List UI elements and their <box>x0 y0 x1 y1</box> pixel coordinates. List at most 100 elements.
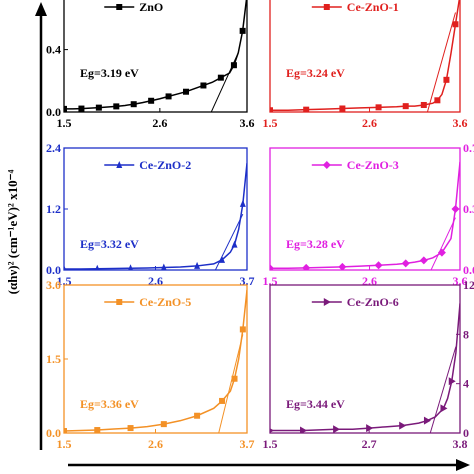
y-tick-label: 0.70 <box>463 141 474 155</box>
plot-frame <box>269 0 461 113</box>
legend-label: Ce-ZnO-3 <box>347 158 399 172</box>
x-tick-label: 2.6 <box>152 116 167 130</box>
data-point-marker <box>323 298 331 306</box>
data-point-marker <box>231 240 238 248</box>
data-point-marker <box>443 76 450 83</box>
legend-label: Ce-ZnO-6 <box>347 295 399 309</box>
x-tick-label: 3.7 <box>240 437 255 451</box>
legend-label: Ce-ZnO-2 <box>139 158 191 172</box>
data-point-marker <box>183 88 189 95</box>
data-point-marker <box>95 264 100 270</box>
data-point-marker <box>375 104 382 111</box>
data-point-marker <box>64 105 67 112</box>
tangent-line <box>430 217 456 270</box>
data-point-marker <box>161 263 167 270</box>
y-tick-label: 3.0 <box>46 278 61 292</box>
data-point-marker <box>401 259 410 268</box>
legend-label: Ce-ZnO-5 <box>139 295 191 309</box>
data-point-marker <box>333 425 341 433</box>
data-point-marker <box>402 103 409 110</box>
x-tick-label: 2.6 <box>148 437 163 451</box>
y-tick-label: 1.5 <box>46 352 61 366</box>
data-point-marker <box>64 428 67 433</box>
x-tick-label: 2.7 <box>362 437 377 451</box>
y-tick-label: 2.4 <box>46 141 61 155</box>
data-point-marker <box>160 421 167 428</box>
data-point-marker <box>148 97 155 104</box>
data-point-marker <box>419 256 428 265</box>
data-point-marker <box>440 404 448 413</box>
x-tick-label: 2.6 <box>362 274 377 288</box>
x-tick-label: 3.6 <box>240 116 255 130</box>
y-tick-label: 4 <box>463 377 469 391</box>
y-tick-label: 1.2 <box>46 202 61 216</box>
data-point-marker <box>231 375 238 382</box>
y-tick-label: 8 <box>463 327 469 341</box>
data-point-marker <box>420 101 427 108</box>
data-point-marker <box>116 161 123 168</box>
plot-frame <box>63 0 248 113</box>
chart-panel-2: 1.5 2.6 3.6 Ce-ZnO-1 Eg=3.24 eV <box>263 0 468 130</box>
band-gap-annotation: Eg=3.44 eV <box>286 397 345 411</box>
data-point-marker <box>423 416 431 425</box>
data-point-marker <box>230 62 237 69</box>
y-tick-label: 0.00 <box>463 263 474 277</box>
data-point-marker <box>94 427 101 433</box>
data-point-marker <box>127 425 134 432</box>
legend-label: Ce-ZnO-1 <box>347 0 399 14</box>
plot-area <box>64 289 247 433</box>
data-point-marker <box>270 107 273 112</box>
data-point-marker <box>128 264 134 270</box>
data-point-marker <box>338 262 347 270</box>
data-point-marker <box>374 261 383 270</box>
data-point-marker <box>239 199 246 207</box>
data-point-marker <box>366 424 374 433</box>
plot-area <box>64 0 247 112</box>
data-point-marker <box>116 299 123 305</box>
y-tick-label: 0.35 <box>463 202 474 216</box>
data-point-marker <box>78 105 85 112</box>
chart-panel-3: 1.5 2.6 3.70.01.22.4Ce-ZnO-2Eg=3.32 eV <box>46 141 255 288</box>
data-point-marker <box>113 103 120 110</box>
chart-panel-6: 1.5 2.7 3.80 4 8 12 Ce-ZnO-6 Eg=3.44 eV <box>263 278 474 451</box>
chart-panel-1: 1.5 2.6 3.6 0.0 0.4 ZnO Eg=3.19 eV <box>46 0 255 130</box>
series-line <box>64 163 247 270</box>
data-point-marker <box>219 255 226 263</box>
data-point-marker <box>64 264 67 270</box>
band-gap-annotation: Eg=3.32 eV <box>80 237 139 251</box>
series-line <box>270 0 460 111</box>
horizontal-axis-arrow <box>68 459 470 471</box>
data-point-marker <box>303 106 310 112</box>
x-tick-label: 3.6 <box>453 116 468 130</box>
data-point-marker <box>452 21 459 28</box>
data-point-marker <box>270 264 274 270</box>
tangent-line <box>218 334 244 433</box>
series-line <box>64 0 247 110</box>
band-gap-annotation: Eg=3.19 eV <box>80 66 139 80</box>
y-tick-label: 0.0 <box>46 426 61 440</box>
series-line <box>64 289 247 432</box>
data-point-marker <box>323 4 330 10</box>
x-tick-label: 1.5 <box>57 116 72 130</box>
y-axis-title: (αhν)² (cm⁻¹eV)² x10⁻⁴ <box>5 170 20 295</box>
data-point-marker <box>302 263 311 270</box>
data-point-marker <box>322 161 331 169</box>
data-point-marker <box>339 105 346 112</box>
x-tick-label: 1.5 <box>57 437 72 451</box>
data-point-marker <box>434 97 441 104</box>
data-point-marker <box>448 377 456 386</box>
data-point-marker <box>399 421 407 430</box>
tangent-line <box>426 12 456 112</box>
band-gap-annotation: Eg=3.24 eV <box>286 66 345 80</box>
data-point-marker <box>194 261 201 269</box>
tangent-line <box>210 52 239 112</box>
tangent-line <box>214 213 244 270</box>
x-tick-label: 2.6 <box>362 116 377 130</box>
data-point-marker <box>300 426 308 433</box>
chart-panel-4: 1.52.63.60.000.350.70Ce-ZnO-3Eg=3.28 eV <box>263 141 474 288</box>
data-point-marker <box>451 205 460 213</box>
y-tick-label: 0 <box>463 426 469 440</box>
data-point-marker <box>95 104 102 111</box>
x-tick-label: 2.6 <box>148 274 163 288</box>
